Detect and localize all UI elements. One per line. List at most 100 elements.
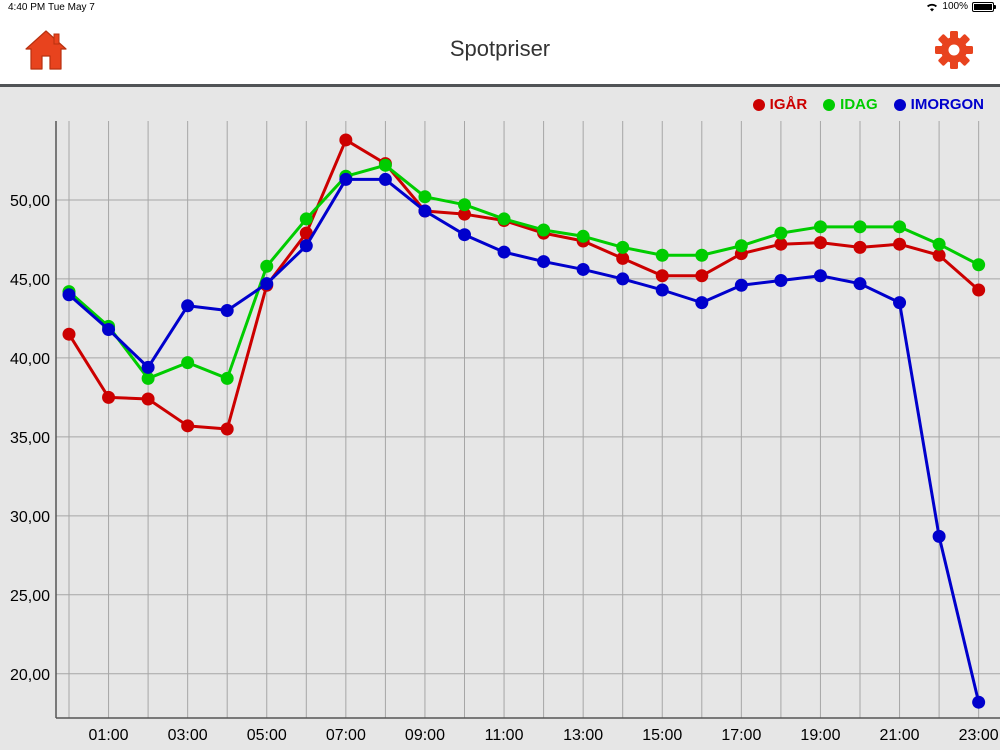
data-point [141,360,155,374]
data-point [853,220,867,234]
legend-label-igar: IGÅR [769,96,808,113]
settings-button[interactable] [934,30,974,70]
data-point [734,239,748,253]
data-point [932,529,946,543]
y-tick-label: 40,00 [10,351,50,368]
x-tick-label: 17:00 [721,727,761,744]
home-button[interactable] [24,28,68,72]
x-tick-label: 09:00 [405,727,445,744]
data-point [220,371,234,385]
data-point [181,419,195,433]
data-point [893,220,907,234]
data-point [537,255,551,269]
legend-item-igar: IGÅR [752,96,808,113]
legend-dot-imorgon [893,98,906,111]
data-point [260,259,274,273]
data-point [774,226,788,240]
data-point [458,198,471,212]
data-point [774,274,788,288]
series-line-idag [68,163,980,380]
data-point [972,258,986,272]
data-point [655,283,669,297]
data-point [576,262,590,276]
data-point [576,229,590,243]
data-point [299,212,313,226]
series-line-igår [67,138,980,431]
data-point [181,299,195,313]
battery-icon [972,1,996,12]
status-time: 4:40 PM [8,2,46,13]
data-point [616,240,630,254]
y-tick-label: 25,00 [10,588,50,605]
x-tick-label: 21:00 [880,727,920,744]
data-point [378,172,392,186]
legend-dot-igar [752,98,765,111]
chart-legend: IGÅR IDAG IMORGON [752,96,984,113]
data-point [813,236,827,250]
x-tick-label: 15:00 [642,727,682,744]
legend-label-idag: IDAG [840,96,878,113]
data-point [102,322,116,336]
gear-icon [935,31,973,69]
legend-item-imorgon: IMORGON [893,96,984,113]
x-tick-label: 01:00 [89,727,129,744]
data-point [695,269,709,283]
legend-label-imorgon: IMORGON [910,96,984,113]
data-point [734,278,748,292]
x-tick-label: 23:00 [959,727,999,744]
status-indicators: 100% [926,1,996,12]
price-chart: 20,00 25,00 30,00 35,00 40,00 45,00 50,00 01:00… [0,87,1000,750]
data-point [655,269,669,283]
data-point [813,269,827,283]
data-point [141,371,155,385]
nav-bar: Spotpriser [0,16,1000,84]
data-point [893,237,907,251]
data-point [62,288,76,302]
data-point [695,296,709,310]
data-point [497,212,511,226]
x-tick-label: 05:00 [247,727,287,744]
data-point [853,240,867,254]
data-point [853,277,867,291]
data-point [102,390,116,404]
data-point [299,239,313,253]
data-point [497,245,511,259]
y-tick-label: 35,00 [10,430,50,447]
data-point [616,272,630,286]
data-point [418,190,432,204]
x-tick-label: 03:00 [168,727,208,744]
chart-canvas: 20,00 25,00 30,00 35,00 40,00 45,00 50,00 01:00… [10,121,1000,744]
series-line-imorgon [68,177,981,703]
y-tick-label: 50,00 [10,193,50,210]
data-point [181,356,195,370]
data-point [932,237,946,251]
data-point [220,422,234,436]
data-point [418,204,432,218]
y-tick-label: 20,00 [10,667,50,684]
data-point [932,248,946,262]
data-point [537,223,551,237]
data-point [616,251,630,265]
battery-percent: 100% [942,1,968,12]
data-point [141,392,155,406]
data-point [774,237,788,251]
data-point [378,158,392,172]
page-title: Spotpriser [449,36,551,61]
data-point [299,226,313,240]
data-point [813,220,827,234]
nav-divider [0,84,1000,87]
x-tick-label: 11:00 [485,727,524,744]
data-point [220,304,234,318]
data-point [62,327,76,341]
x-tick-label: 13:00 [563,727,603,744]
data-point [339,172,353,186]
data-point [695,248,709,262]
data-point [339,133,353,147]
data-point [972,283,986,297]
x-tick-label: 07:00 [326,727,366,744]
y-tick-label: 30,00 [10,509,50,526]
legend-dot-idag [823,98,836,111]
data-point [655,248,669,262]
data-point [458,207,471,221]
legend-item-idag: IDAG [823,96,878,113]
